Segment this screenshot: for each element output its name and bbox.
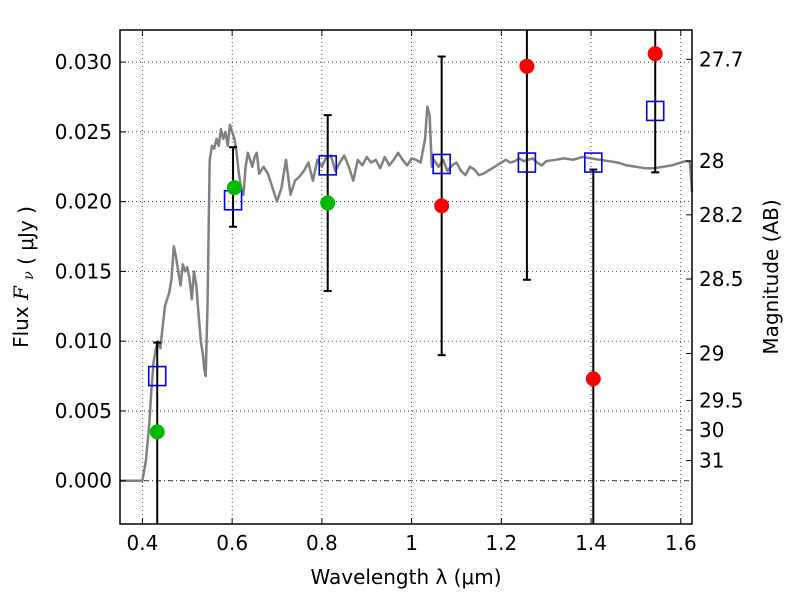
y2-tick-label: 29.5 <box>699 388 744 412</box>
grid-lines <box>120 30 692 524</box>
x-tick-label: 0.4 <box>127 531 159 555</box>
x-tick-label: 1.4 <box>575 531 607 555</box>
plot-frame <box>119 29 693 525</box>
y-tick-label: 0.010 <box>55 329 112 353</box>
box-marker <box>432 153 451 175</box>
y-tick-label: 0.020 <box>55 190 112 214</box>
y-axis-label-var: F <box>9 285 33 301</box>
y2-tick-label: 28.2 <box>699 203 744 227</box>
x-axis-label: Wavelength λ (μm) <box>310 565 501 589</box>
y2-axis-label: Magnitude (AB) <box>759 199 783 354</box>
y-axis-label: Flux F ν ( μJy ) <box>9 206 38 348</box>
y2-tick-label: 30 <box>699 418 724 442</box>
svg-text:Flux F ν: Flux F ν ( μJy ) <box>9 206 38 348</box>
red-point <box>647 46 663 62</box>
y-tick-label: 0.030 <box>55 50 112 74</box>
box-marker <box>318 155 338 176</box>
box-marker <box>147 365 167 387</box>
red-point <box>519 58 535 74</box>
green-point <box>149 424 165 440</box>
y-tick-label: 0.015 <box>55 259 112 283</box>
x-tick-label: 0.6 <box>216 531 248 555</box>
y2-tick-label: 29 <box>699 341 724 365</box>
y2-tick-label: 28.5 <box>699 267 744 291</box>
box-marker <box>517 152 537 173</box>
y-tick-label: 0.000 <box>55 469 112 493</box>
x-tick-label: 0.8 <box>306 531 338 555</box>
y-axis-label-text: Flux <box>9 306 33 348</box>
x-tick-label: 1.6 <box>665 531 697 555</box>
y-tick-label: 0.005 <box>55 399 112 423</box>
x-tick-label: 1 <box>405 531 418 555</box>
x-tick-label: 1.2 <box>485 531 517 555</box>
green-point <box>320 195 336 211</box>
y-tick-label: 0.025 <box>55 120 112 144</box>
red-point <box>585 371 601 387</box>
y-axis-label-unit: ( μJy ) <box>14 206 38 265</box>
y-axis-label-sub: ν <box>21 271 37 280</box>
data-points <box>149 46 663 440</box>
red-point <box>434 198 450 214</box>
box-marker <box>584 152 603 173</box>
y2-tick-label: 31 <box>699 449 724 473</box>
box-marker <box>645 100 665 122</box>
y2-tick-label: 28 <box>699 149 724 173</box>
axis-ticks: 0.4 0.6 0.8 1 1.2 1.4 1.6 0.000 0.005 0.010 0.015 0… <box>55 30 744 555</box>
green-point <box>226 180 242 196</box>
y2-tick-label: 27.7 <box>699 47 744 71</box>
plot-background <box>120 30 692 524</box>
